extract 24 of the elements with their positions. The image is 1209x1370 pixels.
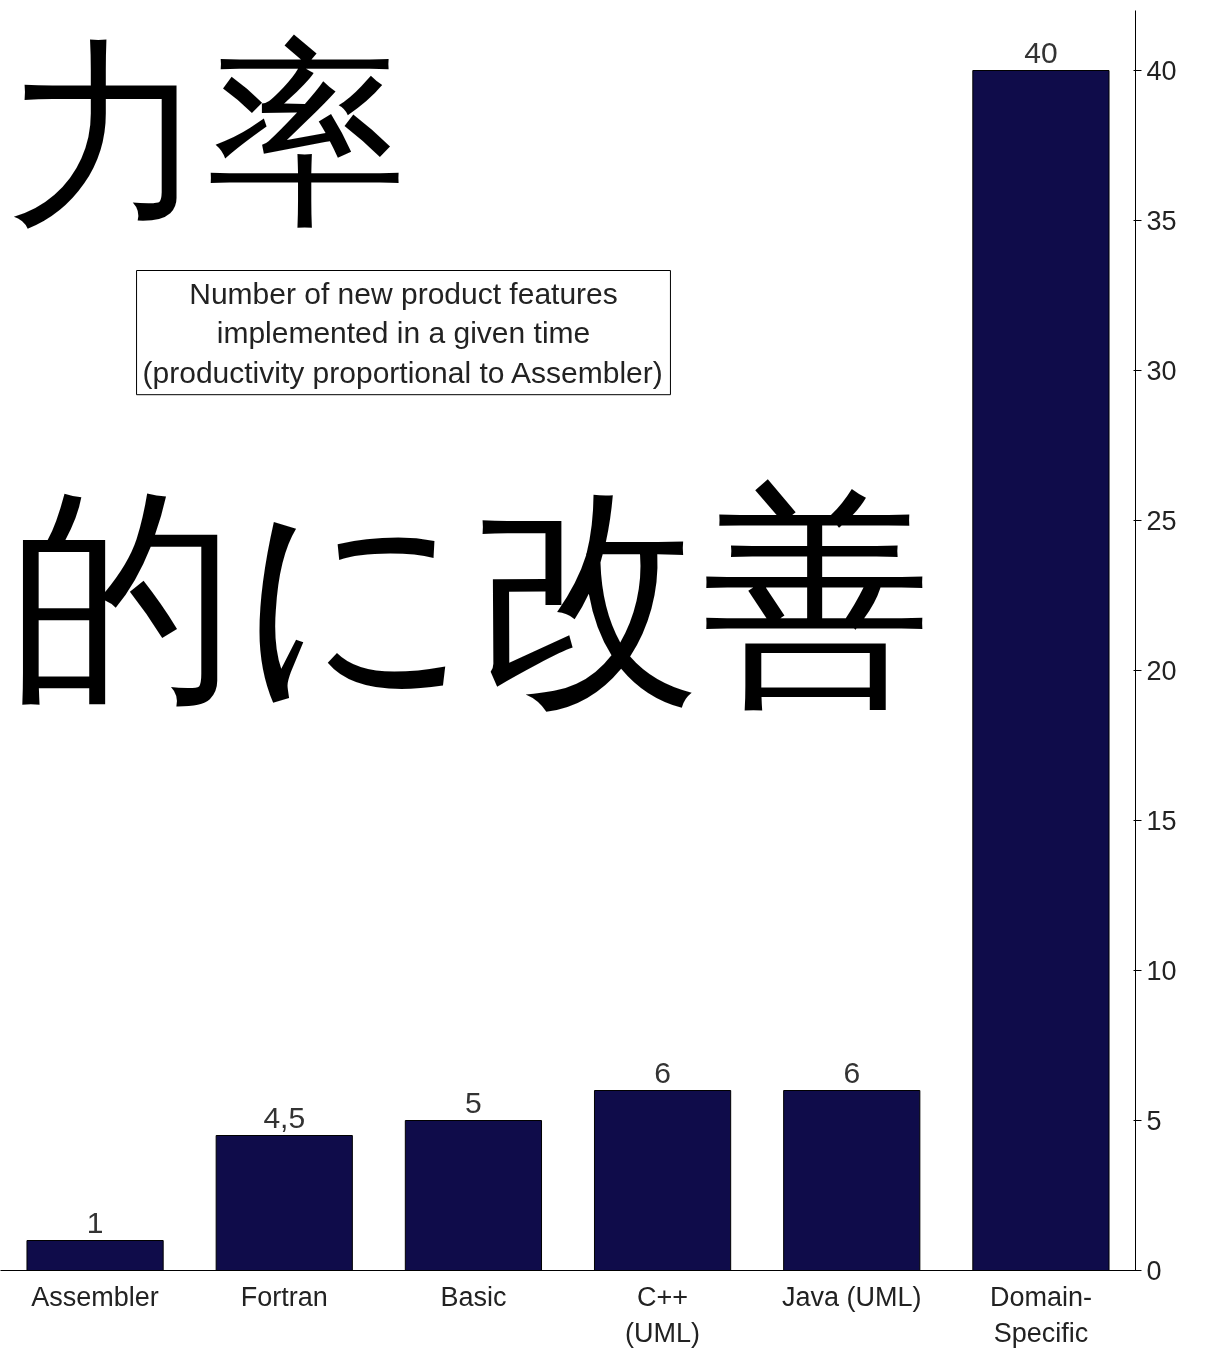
data-label: 5 <box>465 1085 482 1119</box>
y-tick-label: 25 <box>1146 506 1177 536</box>
data-label: 6 <box>843 1055 861 1089</box>
data-label: 1 <box>86 1205 104 1239</box>
x-tick-label: Domain- Specific <box>989 1281 1092 1348</box>
y-tick-label: 35 <box>1146 206 1177 236</box>
y-tick-label: 15 <box>1146 806 1177 836</box>
annotation: 的に改善 <box>6 463 932 731</box>
y-tick-label: 5 <box>1146 1106 1162 1136</box>
annotation: 力率 <box>6 17 407 251</box>
y-tick-label: 20 <box>1146 656 1177 686</box>
y-tick-label: 10 <box>1146 956 1177 986</box>
x-tick-label: Basic <box>440 1281 507 1312</box>
y-tick-label: 0 <box>1146 1256 1162 1286</box>
y-tick-label: 30 <box>1146 356 1177 386</box>
y-tick-label: 40 <box>1146 56 1177 86</box>
x-tick-label: Fortran <box>240 1281 328 1312</box>
x-tick-label: Java (UML) <box>781 1281 922 1312</box>
annotation: Number of new product features implemented in a given time (productivity proportional to Assembler) <box>142 276 663 389</box>
x-tick-label: C++ (UML) <box>625 1281 701 1348</box>
data-label: 6 <box>654 1055 671 1089</box>
data-label: 4,5 <box>263 1100 306 1134</box>
data-label: 40 <box>1024 35 1058 69</box>
x-tick-label: Assembler <box>31 1281 159 1312</box>
